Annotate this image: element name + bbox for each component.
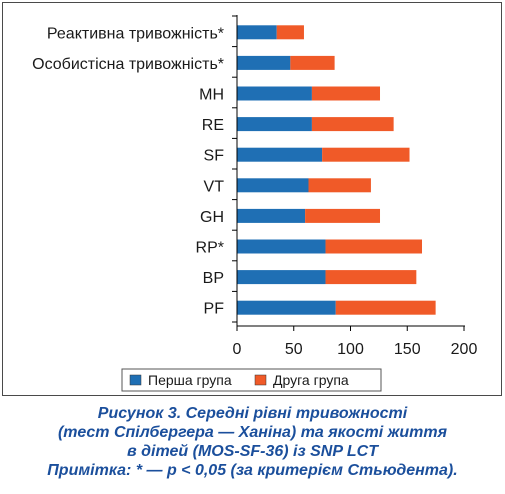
bar-group2-6: [305, 208, 381, 223]
category-label: BP: [203, 270, 224, 287]
bar-group1-6: [237, 208, 306, 223]
bar-group2-7: [325, 239, 423, 254]
x-tick-label: 200: [451, 341, 478, 358]
legend-label-group2: Друга група: [273, 372, 349, 388]
bar-group2-8: [325, 270, 417, 285]
legend-box: [121, 368, 382, 392]
category-label: Особистісна тривожність*: [32, 56, 224, 73]
bar-group1-2: [237, 86, 312, 101]
chart-frame: Реактивна тривожність* Особистісна тривож…: [2, 2, 502, 396]
category-label: RE: [202, 117, 224, 134]
bar-group1-9: [237, 300, 336, 315]
bar-group2-9: [335, 300, 436, 315]
bar-group2-5: [308, 178, 371, 193]
bar-group2-0: [276, 25, 304, 40]
bar-group1-5: [237, 178, 309, 193]
bar-group2-2: [311, 86, 381, 101]
bar-group1-4: [237, 147, 323, 162]
legend-label-group1: Перша група: [148, 372, 232, 388]
category-label: VT: [204, 178, 225, 195]
category-label: SF: [204, 148, 225, 165]
bar-group1-0: [237, 25, 277, 40]
x-tick-label: 0: [233, 341, 242, 358]
category-label: GH: [200, 209, 224, 226]
bar-group1-1: [237, 55, 291, 70]
caption-line-1: Рисунок 3. Середні рівні тривожності: [97, 405, 408, 422]
bar-group1-7: [237, 239, 326, 254]
x-tick-label: 150: [394, 341, 421, 358]
bar-group2-4: [322, 147, 410, 162]
caption-line-3: в дітей (MOS-SF-36) із SNP LCT: [127, 443, 378, 460]
bar-group2-3: [311, 117, 394, 132]
bar-group1-8: [237, 270, 326, 285]
caption-note: Примітка: * — p < 0,05 (за критерієм Сть…: [47, 462, 458, 479]
legend-swatch-group2: [254, 374, 267, 386]
category-label: RP*: [196, 240, 224, 257]
bar-group1-3: [237, 117, 312, 132]
bar-group2-1: [290, 55, 335, 70]
x-tick-label: 50: [285, 341, 303, 358]
legend-swatch-group1: [129, 374, 142, 386]
x-tick-label: 100: [337, 341, 364, 358]
figure-caption: Рисунок 3. Середні рівні тривожності (те…: [0, 404, 505, 480]
category-label: PF: [204, 301, 225, 318]
category-label: Реактивна тривожність*: [47, 25, 224, 42]
category-label: MH: [199, 87, 224, 104]
chart-canvas: Реактивна тривожність* Особистісна тривож…: [32, 15, 478, 392]
caption-line-2: (тест Спілбергера — Ханіна) та якості жи…: [57, 424, 448, 441]
